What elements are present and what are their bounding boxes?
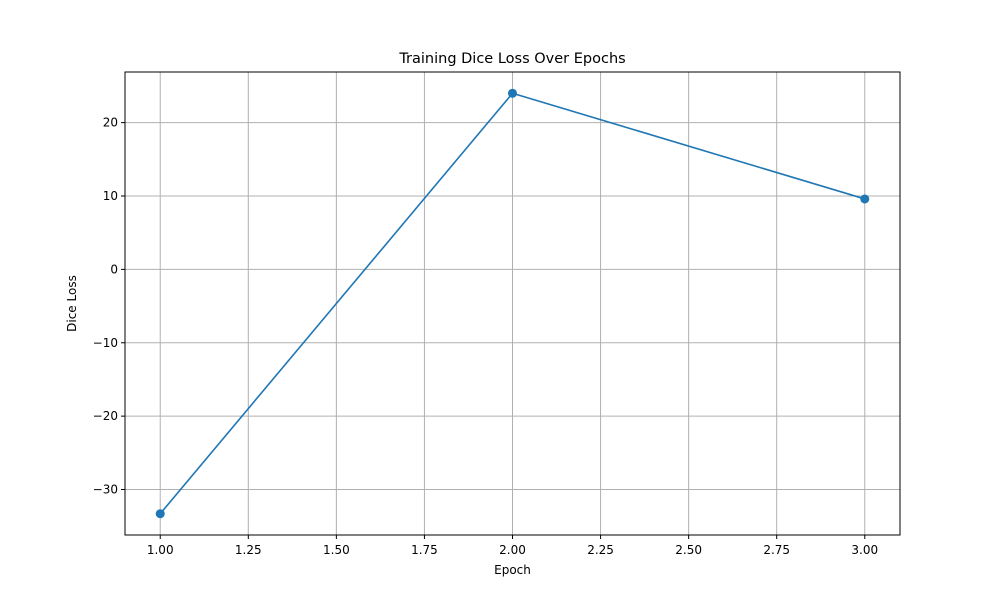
y-tick-label: 0: [110, 262, 118, 276]
x-tick-label: 1.25: [235, 543, 262, 557]
y-tick-label: −10: [93, 336, 118, 350]
x-tick-label: 2.25: [587, 543, 614, 557]
y-tick-label: 20: [103, 116, 118, 130]
data-point-marker: [155, 509, 165, 519]
x-tick-label: 2.75: [763, 543, 790, 557]
ticks-layer: 1.00 1.25 1.50 1.75 2.00 2.25 2.50 2.75 3.00 −30 −…: [93, 116, 878, 557]
series-layer: [155, 88, 870, 519]
y-tick-label: 10: [103, 189, 118, 203]
y-tick-label: −30: [93, 483, 118, 497]
x-tick-label: 1.00: [147, 543, 174, 557]
y-axis-label: Dice Loss: [65, 275, 79, 332]
plot-area-frame: [124, 71, 901, 536]
x-tick-label: 1.50: [323, 543, 350, 557]
x-tick-label: 2.50: [675, 543, 702, 557]
data-point-marker: [860, 194, 870, 204]
x-tick-label: 2.00: [499, 543, 526, 557]
x-axis-label: Epoch: [494, 563, 531, 577]
y-tick-label: −20: [93, 409, 118, 423]
grid-layer: [125, 72, 900, 535]
chart-title: Training Dice Loss Over Epochs: [398, 51, 625, 67]
x-tick-label: 3.00: [851, 543, 878, 557]
x-tick-label: 1.75: [411, 543, 438, 557]
data-point-marker: [508, 88, 517, 98]
